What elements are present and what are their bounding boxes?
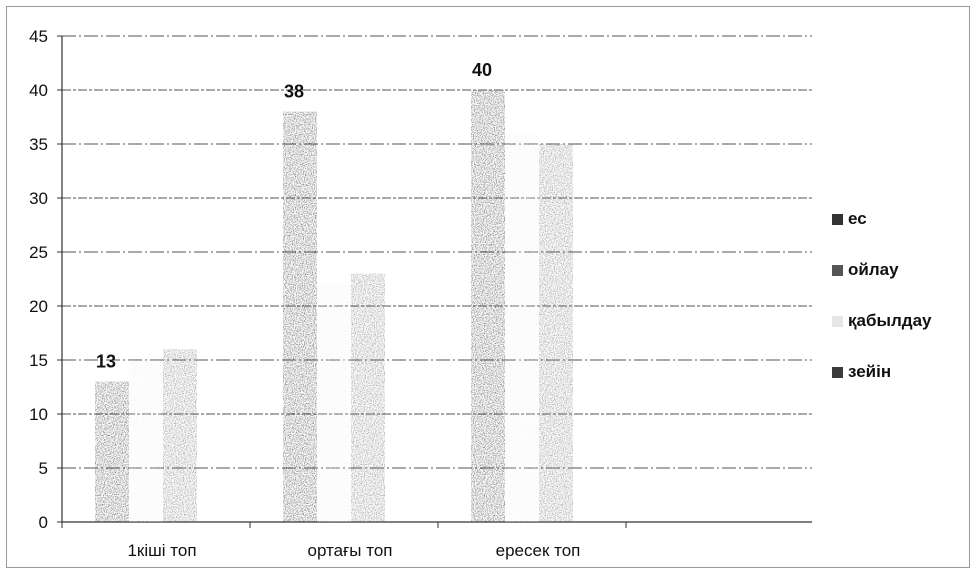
data-label: 13 (96, 352, 116, 372)
y-tick-label: 40 (29, 81, 48, 100)
data-label: 38 (284, 82, 304, 102)
y-tick-label: 35 (29, 135, 48, 154)
legend-item: қабылдау (832, 308, 972, 334)
y-tick-label: 10 (29, 405, 48, 424)
bar-қабылдау-0 (163, 349, 197, 522)
legend-label: қабылдау (848, 311, 932, 330)
y-tick-label: 30 (29, 189, 48, 208)
x-tick-label: ересек топ (496, 541, 581, 560)
legend-item: ойлау (832, 257, 972, 283)
y-tick-label: 45 (29, 27, 48, 46)
legend-item: зейін (832, 359, 972, 385)
bar-қабылдау-2 (539, 144, 573, 522)
x-tick-label: ортағы топ (308, 541, 393, 560)
legend-swatch (832, 366, 843, 378)
legend-item: ес (832, 206, 972, 232)
y-tick-label: 5 (39, 459, 48, 478)
bar-ес-2 (471, 90, 505, 522)
data-label: 40 (472, 60, 492, 80)
bar-ойлау-2 (505, 133, 539, 522)
legend-label: ес (848, 209, 867, 228)
legend-label: зейін (848, 362, 892, 381)
legend-swatch (832, 315, 843, 327)
y-tick-label: 0 (39, 513, 48, 532)
y-tick-label: 25 (29, 243, 48, 262)
bars (95, 90, 573, 522)
legend-swatch (832, 213, 843, 225)
y-tick-label: 20 (29, 297, 48, 316)
legend-swatch (832, 264, 843, 276)
y-tick-label: 15 (29, 351, 48, 370)
bar-ойлау-1 (317, 284, 351, 522)
bar-қабылдау-1 (351, 273, 385, 522)
legend: ес ойлау қабылдау зейін (832, 206, 972, 410)
labels: 0 5 10 15 20 25 30 35 40 45 1кіші топ 13 ортағы топ 3… (29, 27, 580, 560)
bar-ес-0 (95, 381, 129, 522)
x-tick-label: 1кіші топ (127, 541, 196, 560)
bar-ойлау-0 (129, 360, 163, 522)
legend-label: ойлау (848, 260, 899, 279)
bar-ес-1 (283, 111, 317, 522)
